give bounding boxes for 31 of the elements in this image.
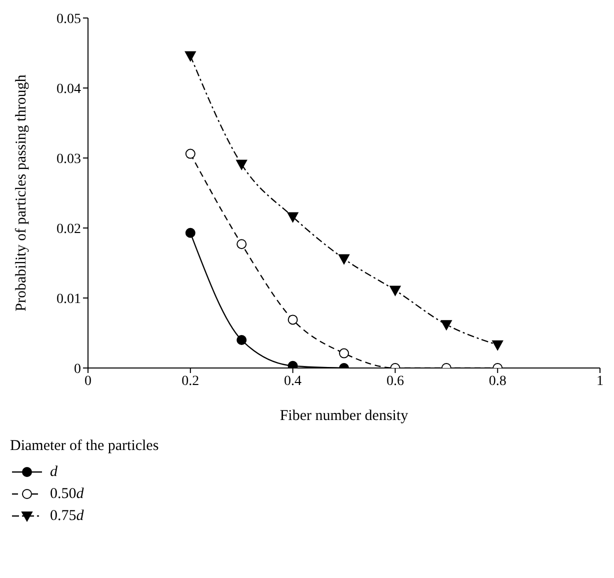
y-tick-label: 0.05 <box>56 12 81 27</box>
legend-label: 0.50d <box>50 486 84 502</box>
point <box>184 51 196 62</box>
y-tick-label: 0.02 <box>56 222 81 237</box>
y-axis-title: Probability of particles passing through <box>13 74 30 312</box>
point <box>236 160 248 170</box>
point <box>492 340 504 350</box>
point <box>185 148 196 159</box>
x-axis-title: Fiber number density <box>280 408 409 424</box>
x-tick-label: 0.6 <box>386 374 404 389</box>
x-tick-label: 0 <box>84 374 92 389</box>
point <box>287 212 298 222</box>
x-tick-label: 1 <box>596 374 604 389</box>
legend-label: d <box>50 464 58 480</box>
y-tick-label: 0.03 <box>56 152 81 167</box>
legend-label: 0.75d <box>50 508 84 524</box>
x-tick-label: 0.2 <box>182 374 200 389</box>
x-tick-label: 0.8 <box>488 374 506 389</box>
y-tick-label: 0.04 <box>56 82 81 97</box>
legend-title: Diameter of the particles <box>10 438 160 455</box>
y-tick-label: 0 <box>74 362 81 377</box>
point <box>338 254 350 264</box>
point <box>288 314 298 325</box>
point <box>185 228 196 238</box>
y-tick-label: 0.01 <box>56 292 81 307</box>
point <box>236 239 247 250</box>
point <box>390 286 401 296</box>
point <box>339 348 349 358</box>
point <box>236 335 247 345</box>
x-tick-label: 0.4 <box>284 374 302 389</box>
point <box>440 320 452 330</box>
